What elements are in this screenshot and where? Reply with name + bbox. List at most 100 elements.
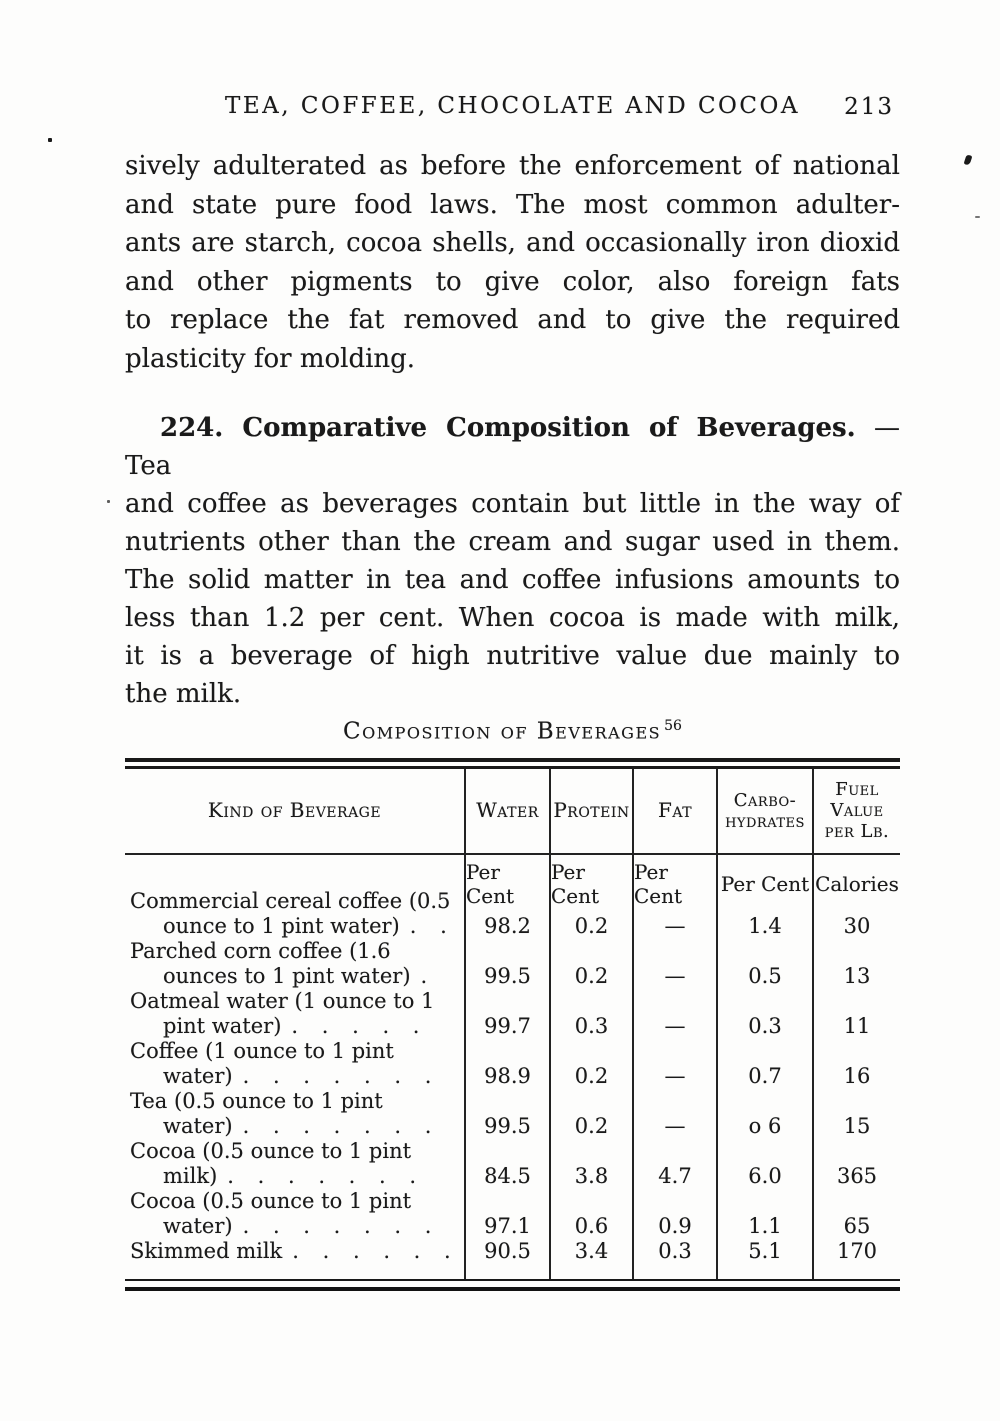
beverage-name: Coffee (1 ounce to 1 pint water) . . . . …	[125, 1038, 466, 1089]
table-row-oatmeal-water: Oatmeal water (1 ounce to 1 pint water).…	[125, 988, 900, 1039]
fat-value: 0.9	[634, 1188, 718, 1239]
carbohydrates-value: 1.1	[718, 1188, 814, 1239]
fuel-value: 30	[843, 913, 871, 938]
table-top-rule	[125, 757, 900, 769]
beverage-name-text: pint water)	[163, 1013, 282, 1038]
paragraph-adulteration: sively adulterated as before the enforce…	[125, 147, 900, 378]
beverage-name-line: Oatmeal water (1 ounce to 1	[130, 989, 464, 1014]
column-header-label: hydrates	[725, 810, 805, 832]
beverage-name-line: ounces to 1 pint water).	[130, 964, 464, 989]
fat-value: —	[634, 938, 718, 989]
column-header-label: Fat	[657, 798, 693, 823]
leader-dots	[394, 1039, 404, 1063]
running-head: TEA, COFFEE, CHOCOLATE AND COCOA 213	[125, 93, 900, 121]
fat-value: 4.7	[634, 1138, 718, 1189]
column-header-label: Kind of Beverage	[207, 798, 382, 823]
protein-value: 0.2	[551, 1088, 634, 1139]
beverage-name: Commercial cereal coffee (0.5 ounce to 1…	[125, 888, 466, 939]
beverage-name-text: ounces to 1 pint water)	[163, 963, 411, 988]
beverage-name-line: water) . . . . . . .	[130, 1114, 464, 1139]
protein-value: 3.4	[551, 1238, 634, 1279]
leader-dots: . . . . . . .	[227, 1163, 418, 1188]
fuel-value: 15	[843, 1113, 871, 1138]
beverage-name-text: milk)	[163, 1163, 218, 1188]
leader-dots: . . . . . . .	[242, 1063, 433, 1088]
beverage-name: Tea (0.5 ounce to 1 pint water) . . . . .…	[125, 1088, 466, 1139]
carbohydrates-value: 1.4	[718, 888, 814, 939]
beverage-name-text: Skimmed milk	[130, 1238, 283, 1263]
column-header-label: Protein	[553, 798, 630, 823]
beverage-name-text: Oatmeal water (1 ounce to 1	[130, 988, 435, 1013]
beverage-name-line: Coffee (1 ounce to 1 pint	[130, 1039, 464, 1064]
protein-value: 0.6	[551, 1188, 634, 1239]
units-cell: Per Cent	[634, 854, 718, 908]
water-value: 99.5	[466, 1088, 551, 1139]
column-header-label: per Lb.	[824, 821, 890, 843]
ink-speck	[963, 154, 973, 166]
page-content: TEA, COFFEE, CHOCOLATE AND COCOA 213 siv…	[125, 0, 900, 1291]
beverage-name-line: Commercial cereal coffee (0.5	[130, 889, 464, 914]
body-line: sively adulterated as before the enforce…	[125, 151, 900, 181]
leader-dots: . . . . . .	[292, 1238, 452, 1263]
leader-dots	[391, 939, 401, 963]
column-header-label: Carbo-	[733, 789, 797, 811]
leader-dots	[450, 889, 460, 913]
leader-dots	[383, 1089, 393, 1113]
ink-speck	[975, 216, 980, 218]
body-line: and coffee as beverages contain but litt…	[125, 489, 900, 519]
protein-value: 0.2	[551, 1038, 634, 1089]
ink-speck	[107, 500, 110, 503]
column-header-protein: Protein	[551, 768, 634, 853]
beverage-name-text: Cocoa (0.5 ounce to 1 pint	[130, 1188, 412, 1213]
ink-speck	[48, 138, 52, 142]
beverage-name-line: Cocoa (0.5 ounce to 1 pint	[130, 1189, 464, 1214]
table-bottom-rule-thick	[125, 1286, 900, 1291]
body-line: plasticity for molding.	[125, 343, 416, 374]
protein-value: 0.2	[551, 938, 634, 989]
table-row-parched-corn-coffee: Parched corn coffee (1.6 ounces to 1 pin…	[125, 938, 900, 989]
beverage-name: Skimmed milk . . . . . .	[125, 1238, 466, 1279]
fuel-value: 13	[843, 963, 871, 988]
fat-value: —	[634, 888, 718, 939]
units-cell: Calories	[815, 871, 899, 896]
table-row-cocoa-milk: Cocoa (0.5 ounce to 1 pint milk) . . . . …	[125, 1138, 900, 1189]
units-cell: Per Cent	[466, 854, 551, 908]
body-line: and state pure food laws. The most commo…	[125, 189, 900, 220]
carbohydrates-value: 0.3	[718, 988, 814, 1039]
table-row-tea: Tea (0.5 ounce to 1 pint water) . . . . .…	[125, 1088, 900, 1139]
protein-value: 3.8	[551, 1138, 634, 1189]
body-line: nutrients other than the cream and sugar…	[125, 527, 900, 557]
column-header-fat: Fat	[634, 768, 718, 853]
water-value: 99.5	[466, 938, 551, 989]
carbohydrates-value: 6.0	[718, 1138, 814, 1189]
leader-dots: .	[420, 963, 429, 988]
fat-value: —	[634, 1038, 718, 1089]
leader-dots	[411, 1189, 421, 1213]
units-cell-empty	[125, 854, 466, 908]
leader-dots: . .	[409, 913, 448, 938]
beverage-name-text: Tea (0.5 ounce to 1 pint	[130, 1088, 383, 1113]
beverage-name-text: water)	[163, 1063, 233, 1088]
table-body: Commercial cereal coffee (0.5 ounce to 1…	[125, 888, 900, 1279]
table-header-rule	[125, 852, 900, 855]
fuel-value: 170	[836, 1238, 878, 1263]
section-heading-line: 224. Comparative Composition of Beverage…	[125, 409, 900, 485]
protein-value: 0.2	[551, 888, 634, 939]
water-value: 84.5	[466, 1138, 551, 1189]
composition-of-beverages-table: Kind of Beverage Water Protein Fat Carbo…	[125, 757, 900, 1291]
leader-dots	[434, 989, 444, 1013]
beverage-name: Oatmeal water (1 ounce to 1 pint water).…	[125, 988, 466, 1039]
column-header-kind-of-beverage: Kind of Beverage	[125, 768, 466, 853]
water-value: 97.1	[466, 1188, 551, 1239]
table-row-commercial-cereal-coffee: Commercial cereal coffee (0.5 ounce to 1…	[125, 888, 900, 939]
beverage-name-line: Tea (0.5 ounce to 1 pint	[130, 1089, 464, 1114]
page-number: 213	[844, 94, 894, 120]
column-header-label: Water	[476, 798, 539, 823]
beverage-name-text: water)	[163, 1213, 233, 1238]
leader-dots: . . . . .	[291, 1013, 421, 1038]
column-header-label: Fuel	[835, 779, 879, 801]
body-line: ants are starch, cocoa shells, and occas…	[125, 228, 900, 258]
leader-dots	[411, 1139, 421, 1163]
beverage-name-text: Parched corn coffee (1.6	[130, 938, 391, 963]
section-heading-bold: 224. Comparative Composition of Beverage…	[160, 413, 856, 443]
